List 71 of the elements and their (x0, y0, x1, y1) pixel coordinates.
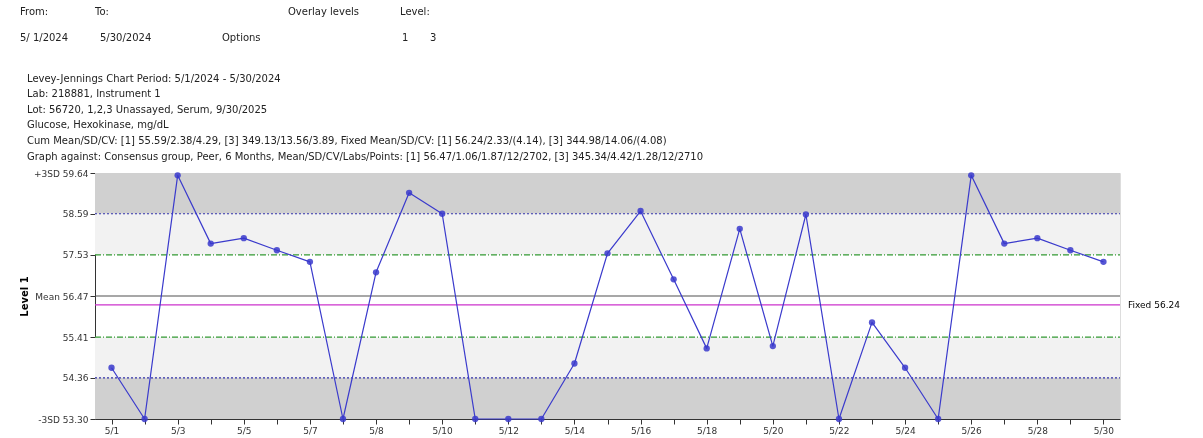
point (273, 247, 281, 254)
x-tick-label: 5/5 (237, 425, 252, 436)
ref-line-label: Fixed 56.24 (1128, 299, 1181, 310)
text: 3 (430, 32, 437, 43)
text: From: (20, 6, 49, 17)
point (207, 240, 214, 247)
point (670, 276, 677, 283)
point (339, 415, 347, 423)
x-tick-label: 5/18 (697, 425, 718, 436)
point (934, 415, 942, 423)
point (1034, 235, 1041, 242)
point (868, 319, 876, 326)
x-tick-label: 5/16 (630, 425, 652, 436)
x-tick-label: 5/12 (498, 425, 519, 436)
y-tick-label: 58.59 (62, 209, 89, 220)
text: Levey-Jennings Chart Period: 5/1/2024 - 5/30/2024 (27, 73, 281, 84)
x-tick-label: 5/26 (961, 425, 983, 436)
point (108, 364, 115, 371)
text: Graph against: Consensus group, Peer, 6 Months, Mean/SD/CV/Labs/Points: [1] 56.47/1.06/1.87/12/2702, [3] 345.34/4.42/1.28/12/2710 (27, 151, 704, 162)
y-tick-label: +3SD 59.64 (33, 168, 89, 179)
point (306, 258, 314, 266)
point (141, 415, 148, 423)
x-tick-label: 5/24 (895, 425, 916, 436)
point (637, 207, 644, 215)
y-tick-label: 55.41 (62, 332, 89, 343)
y-tick-label: -3SD 53.30 (38, 414, 89, 425)
text: 1 (402, 32, 409, 43)
y-axis-title: Level 1 (18, 276, 30, 317)
x-tick-label: 5/1 (104, 425, 120, 436)
text: Options (222, 32, 261, 43)
point (703, 345, 710, 352)
text: To: (94, 6, 109, 17)
point (1067, 247, 1074, 254)
point (538, 415, 545, 423)
text: 5/ 1/2024 (20, 32, 69, 43)
point (405, 189, 413, 196)
x-tick-label: 5/28 (1027, 425, 1049, 436)
x-tick-label: 5/30 (1093, 425, 1115, 436)
point (240, 235, 247, 242)
x-tick-label: 5/10 (432, 425, 454, 436)
x-tick-label: 5/22 (829, 425, 850, 436)
point (802, 211, 810, 218)
text: Glucose, Hexokinase, mg/dL (27, 119, 169, 130)
point (1001, 240, 1008, 247)
text: 5/30/2024 (100, 32, 152, 43)
point (439, 210, 446, 217)
point (174, 172, 181, 179)
point (505, 415, 512, 423)
x-tick-label: 5/20 (763, 425, 784, 436)
x-tick-label: 5/14 (564, 425, 586, 436)
point (769, 342, 776, 350)
point (968, 172, 975, 179)
text: Overlay levels (288, 6, 360, 17)
y-tick-label: Mean 56.47 (35, 291, 89, 302)
point (472, 415, 479, 423)
text: Lab: 218881, Instrument 1 (27, 88, 161, 99)
point (372, 269, 380, 276)
point (604, 250, 611, 257)
text: Cum Mean/SD/CV: [1] 55.59/2.38/4.29, [3] 349.13/13.56/3.89, Fixed Mean/SD/CV: [1] 56.24/2.33/(4.14), [3] 344.98/14.06/(4.08) (27, 135, 667, 146)
x-tick-label: 5/3 (170, 425, 186, 436)
point (1100, 258, 1107, 266)
point (736, 225, 743, 233)
y-tick-label: 54.36 (62, 373, 89, 384)
point (835, 415, 843, 423)
x-tick-label: 5/7 (303, 425, 318, 436)
point (571, 360, 578, 367)
point (901, 364, 909, 371)
text: Level: (400, 6, 430, 17)
text: Lot: 56720, 1,2,3 Unassayed, Serum, 9/30/2025 (27, 104, 268, 115)
x-tick-label: 5/8 (369, 425, 385, 436)
y-tick-label: 57.53 (62, 250, 89, 261)
